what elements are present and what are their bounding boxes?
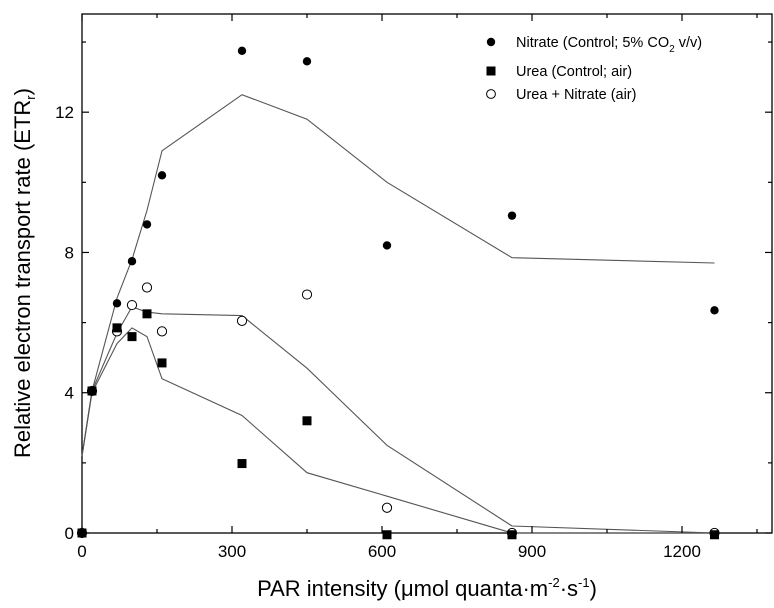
- axis-ticks: [81, 14, 772, 534]
- data-point-nitrate: [157, 171, 167, 180]
- data-point-urea: [112, 323, 122, 333]
- legend-label-urea-nitrate: Urea + Nitrate (air): [516, 87, 636, 103]
- data-point-nitrate: [237, 46, 247, 56]
- legend-label-urea: Urea (Control; air): [516, 64, 632, 80]
- tick-labels: 0 300 600 900 1200 0 4 8 12: [55, 103, 701, 561]
- x-tick-label: 900: [518, 542, 546, 561]
- data-point-nitrate: [710, 306, 719, 315]
- legend-item-urea: Urea (Control; air): [486, 64, 632, 80]
- legend-marker-open-circle: [486, 89, 496, 99]
- data-markers: [76, 46, 720, 540]
- legend-item-nitrate: Nitrate (Control; 5% CO2 v/v): [486, 35, 702, 55]
- data-point-nitrate: [507, 211, 517, 220]
- data-point-urea: [157, 358, 167, 368]
- legend-marker-filled-circle: [486, 37, 496, 47]
- y-tick-label: 0: [65, 524, 74, 543]
- legend: Nitrate (Control; 5% CO2 v/v) Urea (Cont…: [486, 35, 702, 103]
- y-tick-label: 8: [65, 243, 74, 262]
- data-point-urea-nitrate: [126, 299, 138, 311]
- data-point-nitrate: [87, 386, 97, 396]
- legend-item-urea-nitrate: Urea + Nitrate (air): [486, 87, 636, 103]
- data-point-urea: [77, 528, 87, 538]
- x-axis-title: PAR intensity (μmol quanta·m-2·s-1): [257, 575, 597, 601]
- data-point-urea: [237, 459, 247, 469]
- data-point-urea: [142, 309, 152, 319]
- fit-line-series-3: [81, 306, 715, 534]
- y-axis-title: Relative electron transport rate (ETRr): [10, 88, 38, 458]
- data-point-nitrate: [302, 57, 312, 66]
- data-point-urea: [302, 416, 312, 426]
- x-tick-label: 1200: [663, 542, 701, 561]
- fit-lines: [81, 94, 715, 534]
- data-point-urea-nitrate: [301, 289, 313, 300]
- data-point-urea-nitrate: [236, 315, 248, 326]
- data-point-urea-nitrate: [156, 326, 168, 337]
- legend-label-nitrate: Nitrate (Control; 5% CO2 v/v): [516, 35, 702, 55]
- fit-line-series-1: [81, 94, 715, 456]
- data-point-urea: [382, 530, 392, 540]
- x-tick-label: 0: [77, 542, 86, 561]
- x-tick-label: 600: [368, 542, 396, 561]
- y-tick-label: 12: [55, 103, 74, 122]
- data-point-urea-nitrate: [381, 502, 393, 513]
- legend-marker-filled-square: [486, 66, 496, 76]
- data-point-nitrate: [112, 299, 122, 308]
- fit-line-series-2: [81, 327, 715, 534]
- data-point-nitrate: [142, 220, 152, 229]
- x-tick-label: 300: [218, 542, 246, 561]
- y-tick-label: 4: [65, 384, 74, 403]
- data-point-urea-nitrate: [141, 282, 153, 293]
- data-point-urea: [507, 530, 517, 540]
- data-point-urea: [127, 332, 137, 342]
- plot-frame: [81, 13, 773, 534]
- data-point-nitrate: [382, 241, 392, 250]
- data-point-urea: [710, 530, 719, 540]
- data-point-nitrate: [127, 257, 137, 266]
